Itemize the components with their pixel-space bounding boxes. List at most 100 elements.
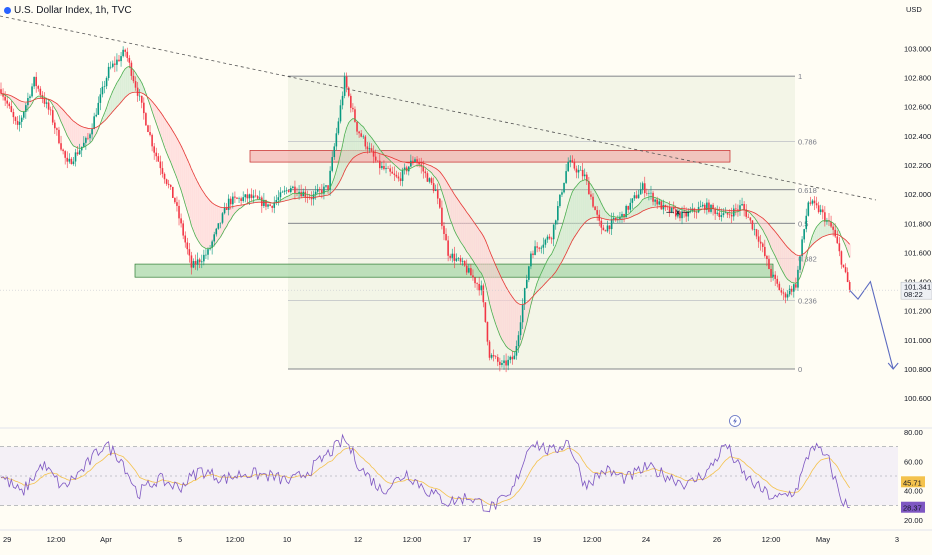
ma-cloud-segment <box>589 184 593 219</box>
ma-cloud-segment <box>453 194 456 231</box>
candle-body <box>817 205 820 213</box>
candle-body <box>470 268 472 276</box>
candle-body <box>49 109 52 111</box>
candle-body <box>279 192 282 198</box>
candle-body <box>72 161 75 165</box>
candle-body <box>188 249 191 256</box>
candle-body <box>0 89 2 94</box>
candle-body <box>592 196 594 207</box>
ma-cloud-segment <box>66 114 69 136</box>
candle-body <box>788 288 791 295</box>
candle-body <box>354 109 356 122</box>
ma-cloud-segment <box>536 282 539 292</box>
ma-cloud-segment <box>337 163 340 184</box>
candle-body <box>250 194 253 198</box>
ma-cloud-segment <box>484 240 487 285</box>
candle-body <box>623 214 625 218</box>
candle-body <box>35 76 37 87</box>
ma-cloud-segment <box>571 192 574 241</box>
candle-body <box>600 220 603 228</box>
ma-cloud-segment <box>801 254 804 272</box>
ma-cloud-segment <box>225 207 228 227</box>
slow-moving-average-line <box>0 91 850 305</box>
candle-body <box>339 105 342 122</box>
ma-cloud-segment <box>167 124 171 158</box>
candle-body <box>685 212 687 217</box>
x-marker-label: — x — <box>666 208 690 217</box>
candle-body <box>85 137 87 143</box>
candle-body <box>474 277 476 284</box>
ma-cloud-segment <box>496 270 500 330</box>
candle-body <box>169 184 172 187</box>
ma-cloud-segment <box>670 204 674 208</box>
ma-cloud-segment <box>815 226 818 241</box>
candle-body <box>528 266 530 280</box>
ma-cloud-segment <box>525 302 529 323</box>
price-axis-tick: 102.800 <box>904 74 931 83</box>
ma-cloud-segment <box>476 226 479 268</box>
ma-cloud-segment <box>182 150 185 198</box>
candle-body <box>283 190 286 192</box>
ma-cloud-segment <box>763 220 767 234</box>
candle-body <box>755 229 758 237</box>
ma-cloud-segment <box>22 101 26 112</box>
candle-body <box>687 211 690 217</box>
ma-cloud-segment <box>204 195 208 249</box>
candle-body <box>174 197 176 203</box>
ma-cloud-segment <box>587 182 591 220</box>
candle-body <box>480 285 483 291</box>
candle-body <box>331 157 333 171</box>
ma-cloud-segment <box>434 168 438 178</box>
symbol-title[interactable]: U.S. Dollar Index, 1h, TVC <box>14 5 132 16</box>
candle-body <box>672 207 675 210</box>
candle-body <box>58 129 60 144</box>
candle-body <box>223 207 226 214</box>
fib-level-label: 0.236 <box>798 297 817 306</box>
ma-cloud-segment <box>494 265 498 325</box>
candle-body <box>708 202 710 212</box>
candle-body <box>221 213 224 223</box>
candle-body <box>722 213 725 216</box>
candle-body <box>633 195 636 199</box>
candle-body <box>64 151 66 158</box>
candle-body <box>163 173 166 180</box>
time-axis-tick: 24 <box>642 535 650 544</box>
ma-cloud-segment <box>482 235 485 278</box>
candle-body <box>737 209 739 210</box>
candle-body <box>225 207 228 210</box>
ma-cloud-segment <box>95 127 98 134</box>
candle-body <box>16 120 19 125</box>
candle-body <box>848 282 851 291</box>
candle-body <box>683 211 685 213</box>
ma-cloud-segment <box>461 206 464 245</box>
candle-body <box>441 207 443 226</box>
time-axis-tick: May <box>816 535 830 544</box>
candle-body <box>716 212 719 214</box>
candle-body <box>383 165 385 170</box>
candle-body <box>579 169 582 171</box>
candle-body <box>74 152 77 162</box>
candle-body <box>356 121 358 132</box>
candle-body <box>161 168 164 174</box>
candle-body <box>786 294 789 298</box>
candle-body <box>472 275 474 278</box>
candle-body <box>701 204 704 207</box>
candle-body <box>337 121 340 134</box>
ma-cloud-segment <box>399 161 402 171</box>
candle-body <box>453 253 456 261</box>
ma-cloud-segment <box>387 156 390 159</box>
ma-cloud-segment <box>544 264 547 284</box>
candle-body <box>428 178 431 182</box>
price-axis-tick: 101.600 <box>904 248 931 257</box>
candle-body <box>604 230 607 232</box>
candle-body <box>167 183 170 185</box>
ma-cloud-segment <box>782 242 785 273</box>
candle-body <box>292 186 294 189</box>
candle-body <box>505 360 507 366</box>
candle-body <box>815 203 818 206</box>
candle-body <box>306 196 309 198</box>
fib-level-label: 0.382 <box>798 254 817 263</box>
candle-body <box>62 149 64 152</box>
ma-cloud-segment <box>57 105 61 117</box>
